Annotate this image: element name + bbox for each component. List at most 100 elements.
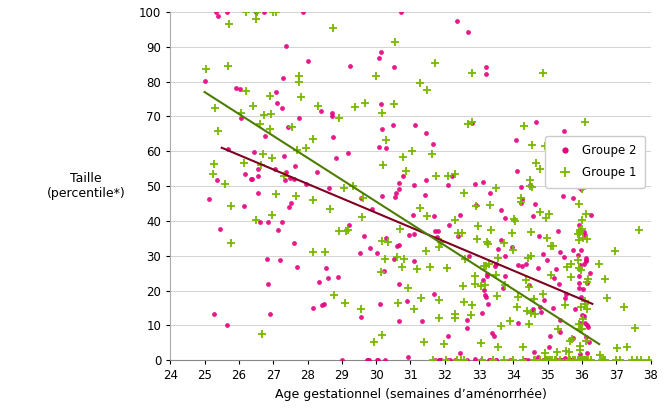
Point <box>542 235 553 242</box>
Point <box>577 357 588 364</box>
Point <box>340 300 350 307</box>
Point <box>492 292 503 299</box>
Point <box>394 280 404 287</box>
Point <box>594 261 604 267</box>
Point <box>521 260 531 267</box>
Point <box>289 162 300 169</box>
Point <box>278 173 289 180</box>
Point <box>203 196 214 202</box>
Point <box>471 202 481 209</box>
Point <box>252 166 263 172</box>
Point <box>355 195 366 201</box>
Point <box>287 123 297 130</box>
Point <box>575 267 586 274</box>
Point <box>358 195 368 201</box>
Point <box>456 357 466 364</box>
Point <box>355 250 366 256</box>
Point <box>478 287 489 293</box>
Point <box>348 183 358 189</box>
Point <box>283 204 294 210</box>
Point <box>281 169 292 176</box>
Point <box>575 262 585 268</box>
Point <box>579 357 589 364</box>
Point <box>355 314 366 321</box>
Point <box>581 257 591 264</box>
Point <box>365 245 376 251</box>
Point <box>595 352 606 358</box>
Point <box>389 64 400 70</box>
Point <box>255 162 266 168</box>
Point <box>545 172 555 179</box>
Point <box>585 270 596 277</box>
Point <box>518 344 529 350</box>
Point <box>376 101 386 107</box>
Point <box>398 154 408 160</box>
Point <box>327 113 337 120</box>
Point <box>487 329 497 336</box>
Point <box>510 218 521 224</box>
Point <box>307 197 318 204</box>
Point <box>469 273 480 280</box>
Point <box>440 357 451 364</box>
Point <box>560 348 571 354</box>
Point <box>575 226 585 233</box>
Point <box>253 173 264 180</box>
Point <box>241 87 251 94</box>
Point <box>281 42 291 49</box>
Point <box>469 355 480 362</box>
Point <box>411 265 422 272</box>
Point <box>331 155 342 161</box>
Point <box>275 257 285 263</box>
Point <box>209 105 220 111</box>
Point <box>523 282 534 289</box>
Point <box>539 357 550 364</box>
Point <box>529 296 539 303</box>
Point <box>544 333 555 340</box>
Point <box>575 357 585 364</box>
Point <box>577 357 587 364</box>
Point <box>576 357 587 364</box>
Point <box>450 217 460 224</box>
Point <box>499 357 509 364</box>
Point <box>356 306 366 312</box>
Point <box>619 304 630 311</box>
Point <box>392 254 402 260</box>
Point <box>558 152 569 158</box>
Point <box>472 236 483 243</box>
Point <box>546 272 557 279</box>
Point <box>484 202 495 209</box>
Point <box>475 339 486 346</box>
Point <box>375 301 386 308</box>
Point <box>482 300 493 307</box>
Point <box>456 230 467 236</box>
Point <box>372 357 383 364</box>
Point <box>488 357 499 364</box>
Point <box>467 302 477 309</box>
Point <box>248 103 259 109</box>
Point <box>467 70 477 77</box>
Point <box>374 144 385 150</box>
Point <box>535 304 545 311</box>
Point <box>544 210 555 217</box>
Point <box>458 357 469 364</box>
Point <box>265 126 275 133</box>
Point <box>519 122 530 129</box>
Point <box>578 286 589 292</box>
Point <box>372 357 382 364</box>
Point <box>573 357 583 364</box>
Point <box>513 294 523 300</box>
Point <box>420 191 430 198</box>
Point <box>436 239 446 245</box>
Point <box>580 301 591 307</box>
Point <box>392 243 402 250</box>
Point <box>516 262 527 269</box>
Point <box>489 332 499 339</box>
Point <box>235 86 245 92</box>
Point <box>551 357 561 363</box>
Point <box>356 213 367 220</box>
Point <box>508 246 519 253</box>
Point <box>342 227 353 234</box>
Point <box>251 9 262 15</box>
Point <box>578 235 589 241</box>
Point <box>301 145 311 151</box>
